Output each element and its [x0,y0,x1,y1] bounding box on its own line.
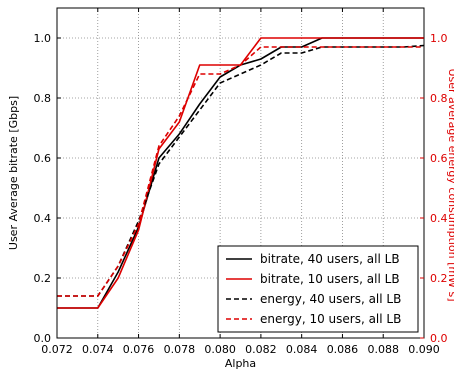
y2-tick-label: 0.4 [430,212,448,225]
plot-area-frame [56,7,425,339]
y2-axis-ticks: 0.0 0.2 0.4 0.6 0.8 1.0 [420,32,448,345]
y-tick-label: 0.2 [34,272,52,285]
legend-label: energy, 40 users, all LB [260,292,401,306]
y2-axis-label: User average energy consumption [mW s] [446,68,454,301]
x-tick-label: 0.074 [82,343,114,356]
y-tick-label: 0.6 [34,152,52,165]
y2-tick-label: 0.6 [430,152,448,165]
series-group [57,37,424,309]
series-line-4 [57,46,424,297]
legend-box [217,245,419,333]
y2-tick-label: 0.0 [430,332,448,345]
y2-tick-label: 0.8 [430,92,448,105]
legend: bitrate, 40 users, all LB bitrate, 10 use… [217,245,419,333]
x-tick-label: 0.082 [245,343,277,356]
legend-label: bitrate, 40 users, all LB [260,252,400,266]
x-tick-label: 0.076 [123,343,155,356]
x-axis-ticks: 0.072 0.074 0.076 0.078 0.080 0.082 0.084 0.086… [41,8,440,356]
legend-label: bitrate, 10 users, all LB [260,272,400,286]
y2-tick-label: 0.2 [430,272,448,285]
y-tick-label: 0.8 [34,92,52,105]
y-axis-ticks: 0.0 0.2 0.4 0.6 0.8 1.0 [34,32,61,345]
x-tick-label: 0.088 [367,343,399,356]
x-axis-label: Alpha [225,357,256,370]
legend-label: energy, 10 users, all LB [260,312,401,326]
x-tick-label: 0.086 [327,343,359,356]
x-tick-label: 0.084 [286,343,318,356]
y-tick-label: 1.0 [34,32,52,45]
x-tick-label: 0.080 [204,343,236,356]
y-tick-label: 0.0 [34,332,52,345]
x-tick-label: 0.090 [408,343,440,356]
x-tick-label: 0.072 [41,343,73,356]
y-axis-label: User Average bitrate [Gbps] [7,96,20,250]
y-tick-label: 0.4 [34,212,52,225]
y2-tick-label: 1.0 [430,32,448,45]
x-tick-label: 0.078 [164,343,196,356]
